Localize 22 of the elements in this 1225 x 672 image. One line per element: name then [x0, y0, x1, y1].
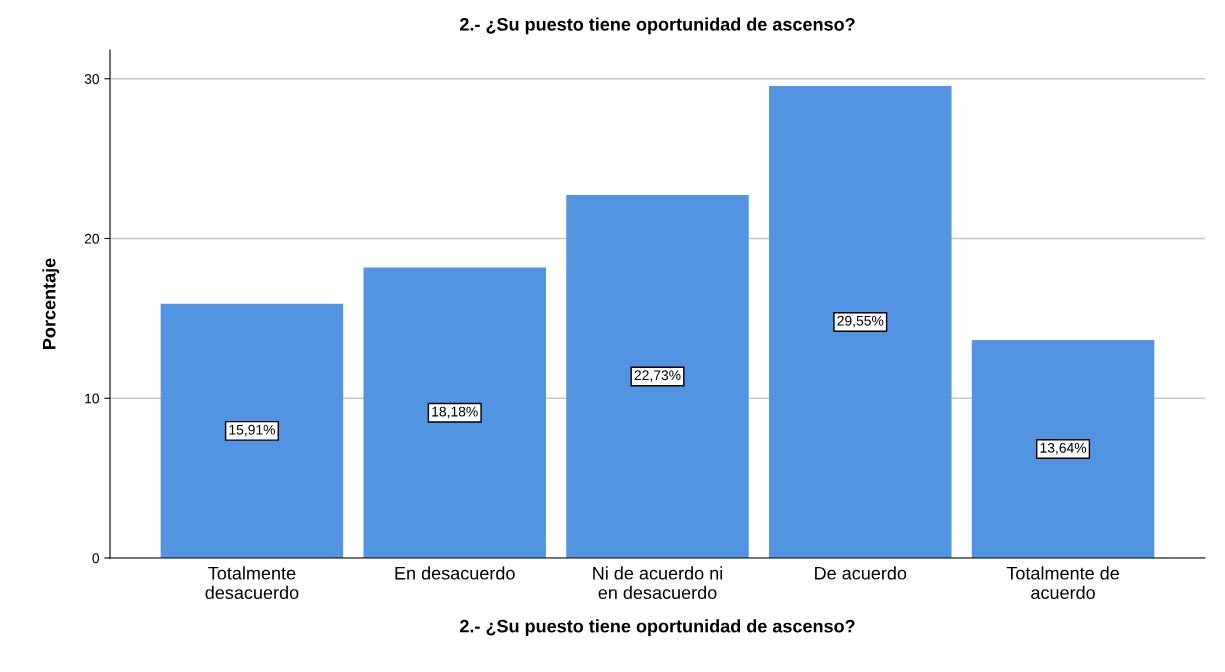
- x-tick-label: Totalmente de acuerdo: [1006, 566, 1119, 600]
- data-label: 15,91%: [229, 424, 275, 437]
- bar: [160, 303, 344, 558]
- x-tick-label: En desacuerdo: [395, 566, 515, 580]
- y-axis-title: Porcentaje: [42, 258, 60, 349]
- y-tick-label: 20: [84, 233, 100, 244]
- chart-title: 2.- ¿Su puesto tiene oportunidad de ascenso?: [460, 17, 855, 35]
- data-label: 18,18%: [432, 406, 478, 419]
- x-tick-label: Totalmente desacuerdo: [205, 566, 299, 600]
- x-tick-label: Ni de acuerdo ni en desacuerdo: [593, 566, 723, 600]
- x-axis-title: 2.- ¿Su puesto tiene oportunidad de ascenso?: [460, 619, 855, 637]
- data-label: 29,55%: [837, 315, 884, 328]
- bar: [566, 194, 749, 558]
- bar: [971, 340, 1155, 558]
- data-label: 13,64%: [1040, 442, 1087, 455]
- x-tick-label: De acuerdo: [815, 566, 907, 580]
- bar: [363, 267, 546, 558]
- y-tick-label: 10: [85, 393, 100, 404]
- y-tick-label: 0: [92, 553, 100, 564]
- bar: [769, 85, 952, 558]
- y-tick-label: 30: [84, 74, 100, 84]
- data-label: 22,73%: [634, 370, 681, 382]
